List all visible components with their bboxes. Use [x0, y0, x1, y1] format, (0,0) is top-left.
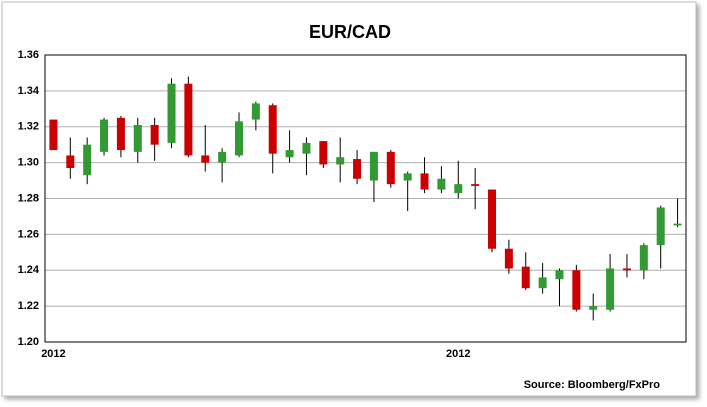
y-tick-label: 1.34	[18, 85, 40, 97]
candle-body	[285, 150, 294, 158]
candle-body	[201, 155, 210, 163]
plot-border	[44, 54, 687, 343]
candle-body	[251, 103, 260, 120]
candle-body	[454, 184, 463, 194]
y-tick-label: 1.36	[18, 49, 39, 61]
y-tick-label: 1.32	[18, 121, 39, 133]
candle-body	[268, 105, 277, 154]
y-tick-label: 1.20	[18, 336, 39, 348]
y-tick-label: 1.24	[18, 264, 40, 276]
candle-body	[319, 141, 328, 165]
candle-body	[386, 151, 395, 185]
y-tick-label: 1.22	[18, 300, 39, 312]
candle-body	[639, 245, 648, 271]
candle-body	[538, 277, 547, 289]
candle-body	[673, 223, 682, 226]
candle-body	[488, 189, 497, 249]
candle-body	[184, 83, 193, 156]
candle-body	[471, 184, 480, 186]
candle-body	[66, 155, 75, 169]
candle-body	[353, 159, 362, 179]
candle-body	[656, 207, 665, 246]
y-tick-label: 1.30	[18, 157, 39, 169]
candle-body	[589, 306, 598, 310]
candle-body	[49, 119, 58, 151]
candle-body	[83, 144, 92, 176]
candle-body	[504, 248, 513, 269]
candle-body	[133, 124, 142, 152]
candle-body	[622, 268, 631, 271]
candle-body	[234, 121, 243, 156]
candle-body	[302, 142, 311, 154]
candle-body	[100, 119, 109, 152]
candle-body	[150, 124, 159, 145]
y-tick-label: 1.26	[18, 228, 39, 240]
candle-body	[572, 270, 581, 310]
candle-body	[218, 151, 227, 163]
candle-body	[420, 173, 429, 190]
candle-body	[437, 178, 446, 190]
candle-body	[369, 151, 378, 181]
candle-body	[403, 173, 412, 181]
source: Source: Bloomberg/FxPro	[524, 379, 661, 391]
x-tick-label: 2012	[446, 348, 470, 360]
x-tick-label: 2012	[41, 348, 65, 360]
candle-body	[167, 83, 176, 143]
candle-body	[606, 268, 615, 310]
y-tick-label: 1.28	[18, 192, 39, 204]
candle-body	[336, 157, 345, 165]
candle-body	[116, 117, 125, 151]
candle-body	[521, 266, 530, 289]
chart-title: EUR/CAD	[309, 22, 391, 42]
candle-body	[555, 270, 564, 280]
